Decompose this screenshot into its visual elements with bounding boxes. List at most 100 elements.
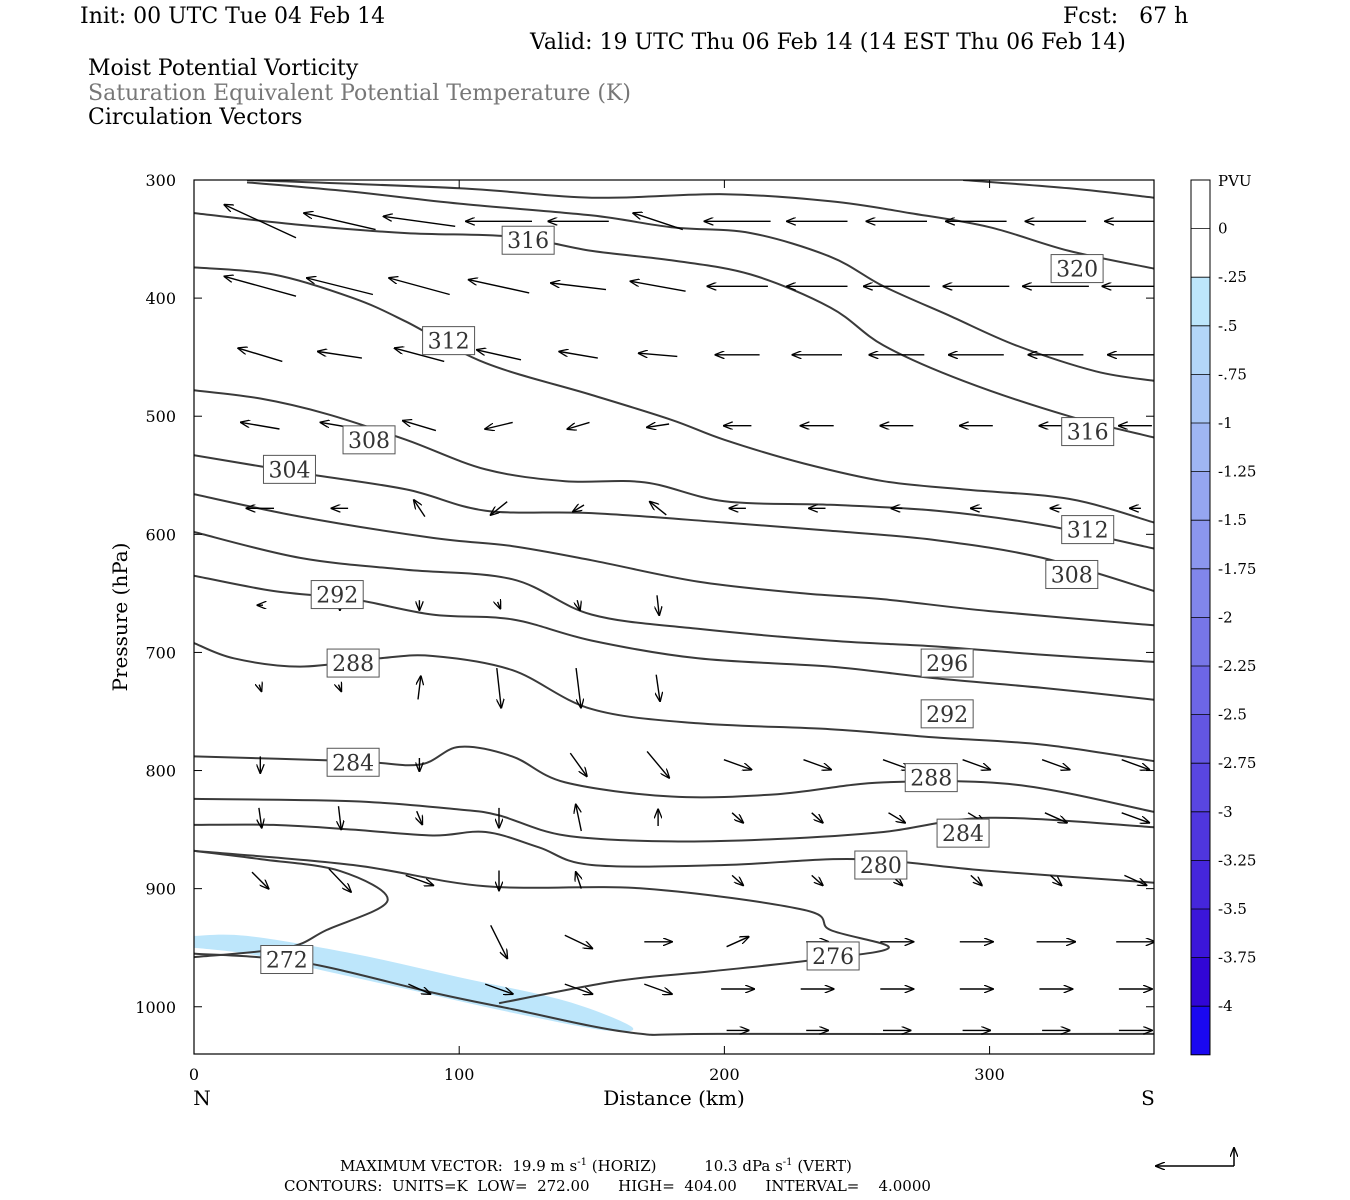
x-tick-label: 100 — [444, 1065, 475, 1084]
y-axis-label: Pressure (hPa) — [108, 543, 132, 692]
circulation-vector — [328, 868, 351, 892]
contour-316 — [194, 266, 1154, 524]
contour-label-272: 272 — [260, 945, 314, 975]
contour-label-text: 284 — [942, 822, 984, 847]
circulation-vector — [339, 806, 342, 829]
circulation-vector — [318, 352, 363, 359]
circulation-vector — [577, 600, 580, 610]
circulation-vector — [723, 759, 752, 770]
contour-label-text: 280 — [860, 854, 902, 879]
x-axis-label: Distance (km) — [603, 1086, 745, 1110]
contour-label-text: 296 — [926, 652, 968, 677]
colorbar-label: -1.75 — [1218, 560, 1256, 578]
circulation-vector — [485, 421, 513, 429]
x-tick-label: 0 — [189, 1065, 199, 1084]
circulation-vector — [1049, 874, 1061, 885]
contour-label-text: 308 — [348, 429, 390, 454]
circulation-vector — [259, 685, 261, 692]
circulation-vector — [568, 421, 590, 429]
contour-label-text: 284 — [332, 751, 374, 776]
colorbar-label: -2.25 — [1218, 657, 1256, 675]
contour-label-292: 292 — [920, 699, 974, 729]
contour-label-box — [422, 326, 476, 356]
circulation-vector — [888, 812, 906, 823]
contour-label-316: 316 — [501, 225, 555, 255]
reference-vector — [1156, 1148, 1234, 1166]
colorbar-label: -.25 — [1218, 268, 1247, 286]
contour-label-box — [806, 941, 860, 971]
contour-label-284: 284 — [936, 818, 990, 848]
circulation-vector — [970, 874, 982, 885]
circulation-vector — [657, 595, 659, 615]
contour-label-text: 288 — [332, 652, 374, 677]
contour-label-284: 284 — [326, 747, 380, 777]
contour-label-296: 296 — [920, 648, 974, 678]
colorbar-label: -1 — [1218, 414, 1233, 432]
circulation-vector — [962, 759, 991, 770]
x-end-label-n: N — [193, 1086, 211, 1110]
contour-label-box — [1050, 254, 1104, 284]
circulation-vector — [1121, 812, 1150, 823]
contour-label-text: 312 — [1067, 519, 1109, 544]
contour-label-text: 272 — [266, 949, 308, 974]
contour-328 — [246, 180, 1154, 270]
valid-time: Valid: 19 UTC Thu 06 Feb 14 (14 EST Thu … — [530, 30, 1126, 55]
circulation-vector — [414, 500, 426, 517]
contour-312 — [194, 389, 1154, 550]
contour-label-box — [920, 648, 974, 678]
field-title-mpv: Moist Potential Vorticity — [88, 56, 359, 81]
contour-label-316: 316 — [1061, 417, 1115, 447]
contour-label-box — [326, 747, 380, 777]
contour-label-box — [1061, 417, 1115, 447]
y-tick-label: 300 — [145, 171, 176, 190]
colorbar-label: -2.75 — [1218, 754, 1256, 772]
contour-label-box — [262, 454, 316, 484]
circulation-vector — [498, 602, 501, 609]
plot-frame — [193, 179, 1155, 1055]
colorbar-swatch — [1191, 860, 1210, 909]
colorbar-swatch — [1191, 811, 1210, 861]
circulation-vector — [259, 807, 262, 828]
circulation-vector — [639, 353, 678, 356]
contour-label-304: 304 — [262, 454, 316, 484]
circulation-vector — [656, 674, 660, 701]
circulation-vector — [405, 874, 434, 885]
contour-label-box — [501, 225, 555, 255]
contour-292 — [194, 642, 1154, 763]
contour-280 — [194, 823, 1154, 884]
contour-label-288: 288 — [904, 763, 958, 793]
contour-label-text: 288 — [910, 767, 952, 792]
circulation-vector — [631, 281, 686, 292]
contour-308 — [194, 454, 1154, 592]
circulation-vector — [803, 759, 832, 770]
colorbar-swatch — [1191, 957, 1210, 1007]
colorbar-swatch — [1191, 714, 1210, 764]
colorbar-swatch — [1191, 909, 1210, 958]
circulation-vector — [564, 983, 593, 994]
circulation-vector — [491, 501, 508, 515]
contour-label-text: 308 — [1051, 563, 1093, 588]
circulation-vector — [418, 676, 421, 700]
contour-label-box — [310, 580, 364, 610]
circulation-vector — [731, 874, 743, 885]
circulation-vector — [307, 278, 374, 296]
circulation-vector — [575, 668, 581, 708]
colorbar-swatch — [1191, 666, 1210, 715]
colorbar-label: -3.75 — [1218, 949, 1256, 967]
circulation-vector — [731, 812, 743, 823]
circulation-vector — [633, 213, 684, 231]
colorbar-label: 0 — [1218, 220, 1228, 238]
y-tick-label: 600 — [145, 525, 176, 544]
colorbar-swatch — [1191, 471, 1210, 521]
contour-label-box — [1045, 559, 1099, 589]
circulation-vector — [726, 937, 749, 948]
y-tick-label: 400 — [145, 289, 176, 308]
contour-300 — [194, 531, 1154, 663]
circulation-vector — [384, 216, 456, 227]
contour-label-text: 316 — [507, 229, 549, 254]
colorbar-label: -3.25 — [1218, 851, 1256, 869]
y-tick-label: 800 — [145, 762, 176, 781]
colorbar-label: -4 — [1218, 997, 1233, 1015]
contour-label-text: 276 — [812, 945, 854, 970]
circulation-vector — [469, 280, 530, 294]
